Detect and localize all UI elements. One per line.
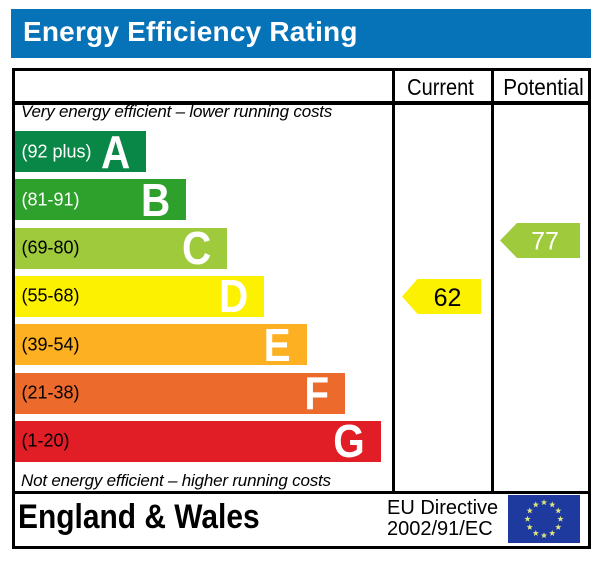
svg-text:62: 62 xyxy=(434,284,462,312)
svg-text:77: 77 xyxy=(531,227,559,255)
